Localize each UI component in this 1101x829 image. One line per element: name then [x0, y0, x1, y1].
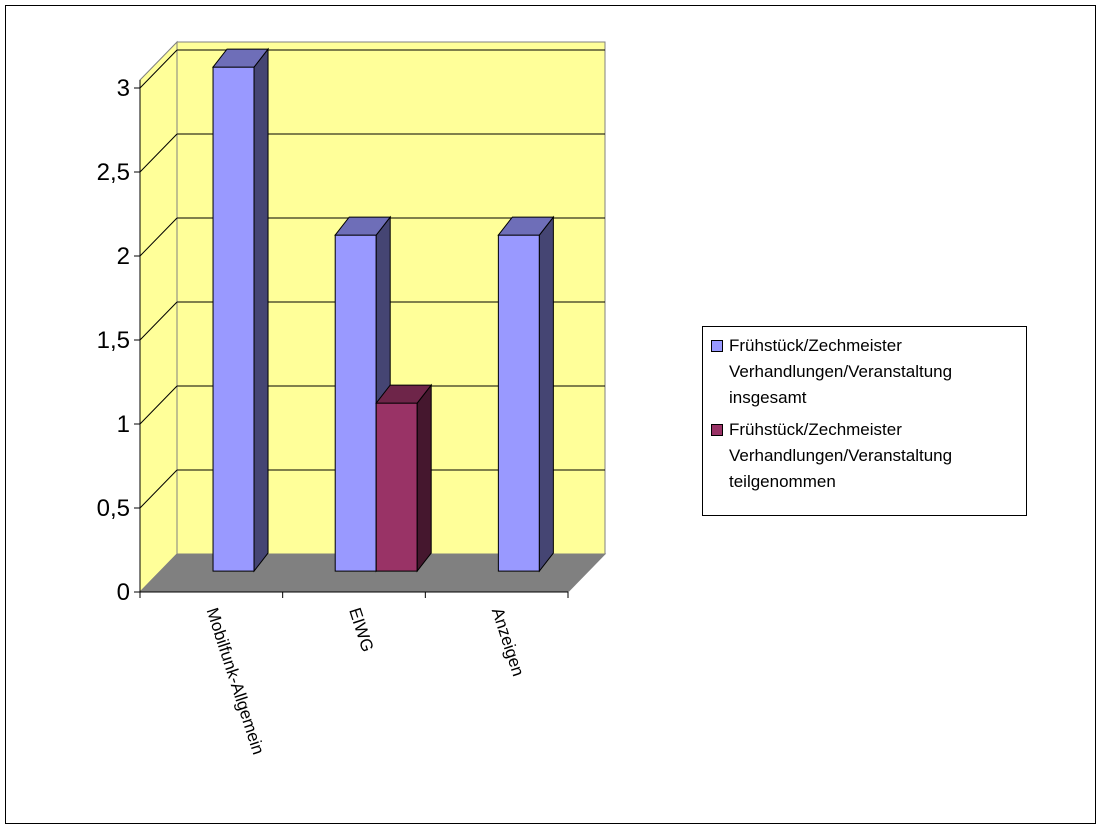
legend-swatch-teilgenommen: [711, 424, 723, 436]
gridline-side: [139, 133, 178, 173]
bar-side-2-0: [538, 215, 554, 573]
legend-label-teilgenommen: Frühstück/Zechmeister Verhandlungen/Vera…: [729, 420, 953, 491]
legend-item-teilgenommen: Frühstück/Zechmeister Verhandlungen/Vera…: [711, 417, 1018, 495]
bar-0-0: [212, 66, 255, 572]
gridline-side: [139, 301, 178, 341]
y-tick-label: 2: [117, 243, 130, 270]
gridline-side: [139, 385, 178, 425]
gridline-side: [139, 217, 178, 257]
y-tick-label: 0: [117, 579, 130, 606]
x-tick-label: Anzeigen: [488, 605, 528, 678]
y-tick-label: 1: [117, 411, 130, 438]
bar-top-1-0: [334, 216, 392, 236]
legend-swatch-insgesamt: [711, 340, 723, 352]
side-wall: [139, 40, 178, 594]
bar-1-1: [375, 402, 418, 572]
bar-top-2-0: [497, 216, 555, 236]
gridline-side: [139, 469, 178, 509]
bar-side-0-0: [253, 47, 269, 573]
bar-top-1-1: [375, 384, 433, 404]
bar-top-0-0: [212, 48, 270, 68]
legend: Frühstück/Zechmeister Verhandlungen/Vera…: [702, 326, 1027, 516]
bar-2-0: [497, 234, 540, 572]
gridline-side: [139, 49, 178, 89]
y-tick-label: 0,5: [97, 495, 130, 522]
bar-side-1-1: [416, 383, 432, 573]
y-tick-label: 1,5: [97, 327, 130, 354]
y-tick-label: 2,5: [97, 159, 130, 186]
legend-label-insgesamt: Frühstück/Zechmeister Verhandlungen/Vera…: [729, 336, 953, 407]
legend-item-insgesamt: Frühstück/Zechmeister Verhandlungen/Vera…: [711, 333, 1018, 411]
bar-1-0: [334, 234, 377, 572]
x-tick-label: Mobilfunk-Allgemein: [203, 605, 268, 756]
x-tick-label: EIWG: [345, 605, 377, 654]
y-tick-label: 3: [117, 75, 130, 102]
